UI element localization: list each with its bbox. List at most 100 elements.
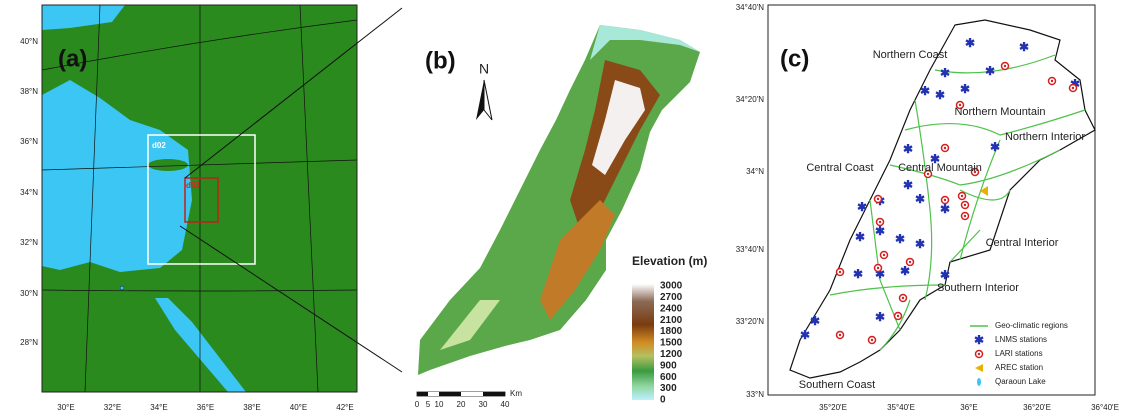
legend-label: LNMS stations (995, 335, 1047, 344)
domain-label: d03 (186, 181, 200, 190)
lat-label: 34°20'N (736, 95, 765, 104)
north-label: N (479, 61, 489, 77)
color-bar (632, 284, 654, 400)
lari-dot (839, 271, 841, 273)
lnms-station: ✱ (990, 140, 1000, 154)
legend-value: 900 (660, 360, 677, 371)
lnms-station: ✱ (965, 36, 975, 50)
lari-dot (961, 195, 963, 197)
scale-segment (417, 392, 428, 396)
lat-label: 36°N (20, 137, 38, 146)
lat-label: 34°N (20, 188, 38, 197)
lat-label: 34°40'N (736, 3, 765, 12)
lon-label: 35°40'E (887, 403, 915, 412)
lon-label: 34°E (150, 403, 167, 412)
legend-value: 2100 (660, 315, 683, 326)
lari-dot (871, 339, 873, 341)
lat-label: 40°N (20, 37, 38, 46)
lari-dot (978, 353, 980, 355)
legend-title: Elevation (m) (632, 254, 707, 268)
scale-bar (417, 392, 505, 396)
lon-label: 36°40'E (1091, 403, 1119, 412)
lnms-station: ✱ (974, 333, 984, 347)
lari-dot (879, 221, 881, 223)
legend-label: AREC station (995, 363, 1043, 372)
lnms-station: ✱ (940, 202, 950, 216)
lon-label: 40°E (290, 403, 307, 412)
legend-lake (977, 378, 981, 386)
lari-dot (897, 315, 899, 317)
legend-label: Geo-climatic regions (995, 321, 1068, 330)
lnms-station: ✱ (1019, 40, 1029, 54)
scale-label: 30 (479, 400, 488, 409)
lat-label: 30°N (20, 289, 38, 298)
region-label: Northern Mountain (954, 106, 1045, 118)
lnms-station: ✱ (900, 264, 910, 278)
scale-label: 0 (415, 400, 420, 409)
region-label: Central Interior (986, 237, 1059, 249)
panel-label: (b) (425, 47, 456, 74)
lari-dot (1004, 65, 1006, 67)
lari-dot (944, 199, 946, 201)
lon-label: 36°20'E (1023, 403, 1051, 412)
lat-label: 28°N (20, 338, 38, 347)
lat-label: 34°N (746, 167, 764, 176)
scale-unit: Km (510, 389, 522, 398)
lari-dot (964, 204, 966, 206)
scale-label: 40 (501, 400, 510, 409)
scale-label: 10 (435, 400, 444, 409)
lari-dot (909, 261, 911, 263)
region-label: Central Mountain (898, 162, 982, 174)
lat-label: 38°N (20, 87, 38, 96)
legend-value: 1800 (660, 326, 683, 337)
lat-label: 32°N (20, 238, 38, 247)
lat-label: 33°20'N (736, 317, 765, 326)
scale-label: 20 (457, 400, 466, 409)
lat-label: 33°40'N (736, 245, 765, 254)
lon-label: 36°E (197, 403, 214, 412)
lari-dot (839, 334, 841, 336)
scale-segment (428, 392, 439, 396)
region-label: Central Coast (806, 162, 873, 174)
legend-label: Qaraoun Lake (995, 377, 1046, 386)
lnms-station: ✱ (810, 314, 820, 328)
lnms-station: ✱ (875, 224, 885, 238)
lari-dot (944, 147, 946, 149)
lnms-station: ✱ (800, 328, 810, 342)
legend-value: 1500 (660, 338, 683, 349)
map-a (42, 5, 357, 392)
lnms-station: ✱ (903, 178, 913, 192)
lebanon-elevation (418, 25, 700, 375)
lnms-station: ✱ (960, 82, 970, 96)
panel-label: (c) (780, 45, 809, 72)
lat-label: 33°N (746, 390, 764, 399)
lnms-station: ✱ (855, 230, 865, 244)
lnms-station: ✱ (985, 64, 995, 78)
scale-segment (439, 392, 461, 396)
lnms-station: ✱ (935, 88, 945, 102)
lari-dot (964, 215, 966, 217)
legend-value: 2400 (660, 303, 683, 314)
panel-label: (a) (58, 45, 87, 72)
lari-dot (883, 254, 885, 256)
legend-value: 3000 (660, 281, 683, 292)
lari-dot (877, 267, 879, 269)
legend-value: 2700 (660, 292, 683, 303)
legend-value: 1200 (660, 349, 683, 360)
legend-value: 300 (660, 383, 677, 394)
region-label: Northern Coast (873, 49, 948, 61)
domain-label: d02 (152, 141, 166, 150)
lon-label: 36°E (960, 403, 977, 412)
legend-value: 600 (660, 372, 677, 383)
scale-segment (483, 392, 505, 396)
lnms-station: ✱ (903, 142, 913, 156)
lari-dot (1051, 80, 1053, 82)
lon-label: 42°E (336, 403, 353, 412)
lari-dot (877, 198, 879, 200)
lon-label: 38°E (243, 403, 260, 412)
lnms-station: ✱ (853, 267, 863, 281)
lon-label: 30°E (57, 403, 74, 412)
lon-label: 35°20'E (819, 403, 847, 412)
scale-label: 5 (426, 400, 431, 409)
lnms-station: ✱ (920, 84, 930, 98)
